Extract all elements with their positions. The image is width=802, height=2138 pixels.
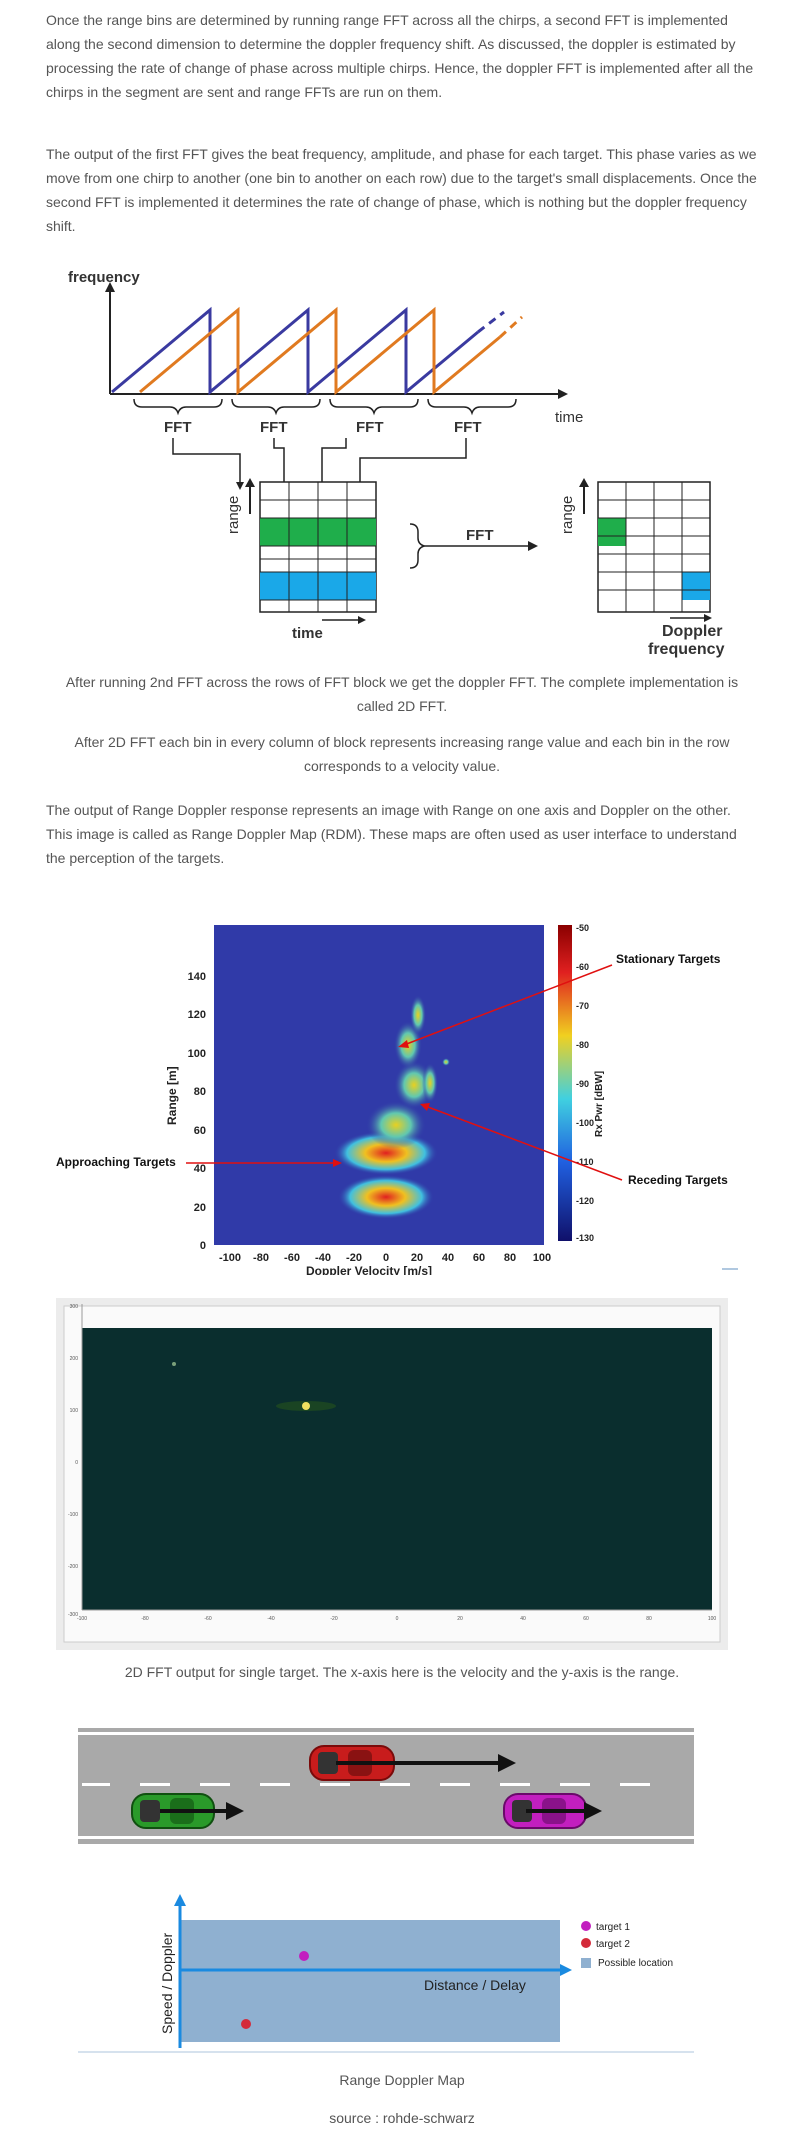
block-range-label: range bbox=[225, 496, 242, 534]
range-time-block bbox=[259, 481, 377, 613]
svg-text:60: 60 bbox=[194, 1125, 206, 1137]
svg-text:-60: -60 bbox=[284, 1252, 300, 1264]
time-axis-label: time bbox=[555, 409, 583, 426]
svg-text:20: 20 bbox=[411, 1252, 423, 1264]
rdm-y-label: Range [m] bbox=[165, 1066, 179, 1125]
svg-text:-90: -90 bbox=[576, 1079, 589, 1089]
svg-text:-300: -300 bbox=[68, 1612, 78, 1618]
svg-text:Possible location: Possible location bbox=[598, 1958, 673, 1969]
svg-text:-100: -100 bbox=[77, 1616, 87, 1622]
svg-text:40: 40 bbox=[520, 1616, 526, 1622]
svg-text:-20: -20 bbox=[330, 1616, 337, 1622]
svg-text:-110: -110 bbox=[576, 1157, 594, 1167]
road-range-doppler-diagram: Speed / Doppler Distance / Delay target … bbox=[78, 1728, 694, 2053]
fft-output-plot-area bbox=[82, 1328, 712, 1610]
divider-mark bbox=[722, 1268, 738, 1270]
fft-label-1: FFT bbox=[164, 419, 192, 436]
fft-2d-output-plot: 300 200 100 0 -100 -200 -300 -100 -80 -6… bbox=[56, 1298, 728, 1650]
svg-text:0: 0 bbox=[396, 1616, 399, 1622]
target-1-dot bbox=[299, 1951, 309, 1961]
svg-text:80: 80 bbox=[504, 1252, 516, 1264]
svg-text:-200: -200 bbox=[68, 1564, 78, 1570]
svg-text:60: 60 bbox=[583, 1616, 589, 1622]
colorbar-ticks: -50 -60 -70 -80 -90 -100 -110 -120 -130 bbox=[576, 923, 594, 1243]
fft-output-x-ticks: -100 -80 -60 -40 -20 0 20 40 60 80 100 bbox=[77, 1616, 716, 1622]
rdm-paragraph: The output of Range Doppler response rep… bbox=[46, 802, 737, 866]
svg-text:-80: -80 bbox=[253, 1252, 269, 1264]
range-doppler-map-chart: 0 20 40 60 80 100 120 140 -100 -80 -60 -… bbox=[56, 923, 728, 1275]
svg-text:-50: -50 bbox=[576, 923, 589, 933]
range-doppler-block bbox=[597, 481, 711, 613]
fft-2d-diagram: frequency time FFT FFT FFT FFT range tim… bbox=[68, 269, 725, 658]
rdm-x-label: Doppler Velocity [m/s] bbox=[306, 1264, 432, 1275]
svg-text:-80: -80 bbox=[141, 1616, 148, 1622]
caption-source: source : rohde-schwarz bbox=[329, 2110, 475, 2126]
doppler-label: Doppler bbox=[662, 623, 722, 640]
colorbar bbox=[558, 925, 572, 1241]
svg-text:target 2: target 2 bbox=[596, 1939, 630, 1950]
receding-targets-label: Receding Targets bbox=[628, 1173, 728, 1187]
svg-text:-40: -40 bbox=[267, 1616, 274, 1622]
svg-text:300: 300 bbox=[70, 1304, 79, 1310]
svg-text:-130: -130 bbox=[576, 1233, 594, 1243]
svg-text:60: 60 bbox=[473, 1252, 485, 1264]
caption-2d-fft: After running 2nd FFT across the rows of… bbox=[65, 674, 739, 714]
svg-text:100: 100 bbox=[70, 1408, 79, 1414]
svg-text:target 1: target 1 bbox=[596, 1922, 630, 1933]
svg-text:80: 80 bbox=[646, 1616, 652, 1622]
stationary-targets-label: Stationary Targets bbox=[616, 952, 721, 966]
first-fft-paragraph: The output of the first FFT gives the be… bbox=[46, 146, 757, 234]
intro-paragraph: Once the range bins are determined by ru… bbox=[46, 12, 754, 100]
caption-single-target: 2D FFT output for single target. The x-a… bbox=[124, 1664, 680, 1680]
svg-text:-60: -60 bbox=[204, 1616, 211, 1622]
target-blobs bbox=[334, 995, 450, 1219]
svg-text:-40: -40 bbox=[315, 1252, 331, 1264]
rdm-y-ticks: 0 20 40 60 80 100 120 140 bbox=[188, 971, 206, 1252]
fft-label-2: FFT bbox=[260, 419, 288, 436]
svg-text:-100: -100 bbox=[576, 1118, 594, 1128]
svg-text:80: 80 bbox=[194, 1086, 206, 1098]
frequency-axis-label: frequency bbox=[68, 269, 140, 286]
svg-text:20: 20 bbox=[194, 1202, 206, 1214]
svg-text:-100: -100 bbox=[219, 1252, 241, 1264]
rdm-x-ticks: -100 -80 -60 -40 -20 0 20 40 60 80 100 bbox=[219, 1252, 551, 1264]
svg-text:120: 120 bbox=[188, 1009, 206, 1021]
single-target-peak bbox=[302, 1402, 310, 1410]
svg-text:100: 100 bbox=[708, 1616, 717, 1622]
frequency-label: frequency bbox=[648, 641, 725, 658]
distance-delay-label: Distance / Delay bbox=[424, 1977, 526, 1993]
fft-output-y-ticks: 300 200 100 0 -100 -200 -300 bbox=[68, 1304, 78, 1618]
target-2-dot bbox=[241, 2019, 251, 2029]
svg-text:0: 0 bbox=[75, 1460, 78, 1466]
svg-text:20: 20 bbox=[457, 1616, 463, 1622]
svg-text:200: 200 bbox=[70, 1356, 79, 1362]
approaching-targets-label: Approaching Targets bbox=[56, 1155, 176, 1169]
svg-text:-60: -60 bbox=[576, 962, 589, 972]
svg-text:0: 0 bbox=[200, 1240, 206, 1252]
block-time-label: time bbox=[292, 625, 323, 642]
caption-rdm: Range Doppler Map bbox=[339, 2072, 465, 2088]
fft-label-3: FFT bbox=[356, 419, 384, 436]
svg-text:-80: -80 bbox=[576, 1040, 589, 1050]
middle-fft-label: FFT bbox=[466, 527, 494, 544]
legend: target 1 target 2 Possible location bbox=[581, 1921, 673, 1969]
svg-text:40: 40 bbox=[442, 1252, 454, 1264]
svg-text:-70: -70 bbox=[576, 1001, 589, 1011]
chirp-blue-line bbox=[111, 306, 479, 396]
svg-text:-20: -20 bbox=[346, 1252, 362, 1264]
svg-text:40: 40 bbox=[194, 1163, 206, 1175]
svg-text:140: 140 bbox=[188, 971, 206, 983]
fft-label-4: FFT bbox=[454, 419, 482, 436]
svg-text:100: 100 bbox=[188, 1048, 206, 1060]
svg-text:-100: -100 bbox=[68, 1512, 78, 1518]
chirp-orange-line bbox=[139, 306, 501, 396]
colorbar-label: Rx Pwr [dBW] bbox=[594, 1071, 605, 1137]
right-range-label: range bbox=[559, 496, 576, 534]
svg-text:0: 0 bbox=[383, 1252, 389, 1264]
speed-doppler-label: Speed / Doppler bbox=[159, 1932, 175, 2034]
caption-bins: After 2D FFT each bin in every column of… bbox=[74, 734, 730, 774]
svg-text:100: 100 bbox=[533, 1252, 551, 1264]
svg-text:-120: -120 bbox=[576, 1196, 594, 1206]
